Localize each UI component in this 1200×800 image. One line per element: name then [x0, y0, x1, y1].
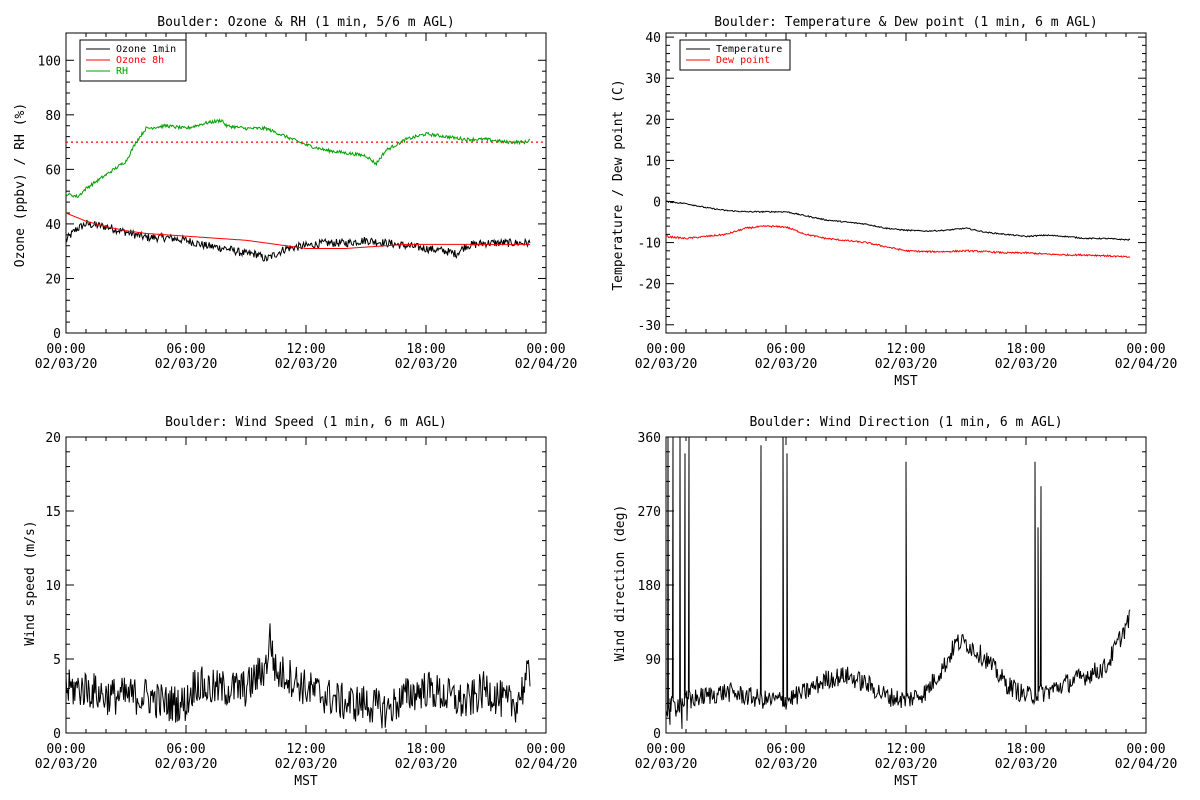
y-tick-label: 40: [645, 31, 661, 46]
legend-box: [679, 39, 791, 71]
series-line-data: [665, 436, 1131, 729]
x-tick-label-time: 06:00: [766, 742, 805, 757]
x-tick-label-date: 02/03/20: [635, 757, 698, 772]
x-tick-label-date: 02/03/20: [395, 757, 458, 772]
legend-entry: RH: [116, 66, 128, 77]
series-line-dew-point: [665, 224, 1131, 258]
x-tick-label-time: 00:00: [1126, 342, 1165, 357]
y-tick-label: 0: [653, 195, 661, 210]
x-tick-label-time: 00:00: [526, 342, 565, 357]
x-tick-label-date: 02/03/20: [755, 757, 818, 772]
x-tick-label-time: 00:00: [1126, 742, 1165, 757]
x-tick-label-date: 02/03/20: [275, 757, 338, 772]
chart-title: Boulder: Temperature & Dew point (1 min,…: [714, 15, 1098, 30]
x-axis-label: MST: [894, 774, 918, 789]
x-tick-label-time: 12:00: [886, 742, 925, 757]
y-tick-label: 15: [45, 505, 61, 520]
series-line-data: [65, 623, 531, 729]
series-line-temperature: [665, 200, 1131, 241]
y-tick-label: 180: [638, 579, 661, 594]
y-tick-label: 270: [638, 505, 661, 520]
y-tick-label: -10: [638, 237, 661, 252]
y-axis-label: Wind direction (deg): [613, 505, 628, 662]
y-tick-label: 40: [45, 218, 61, 233]
x-tick-label-time: 12:00: [286, 342, 325, 357]
y-tick-label: 60: [45, 163, 61, 178]
x-tick-label-time: 18:00: [406, 742, 445, 757]
x-tick-label-date: 02/03/20: [875, 757, 938, 772]
legend-entry: Ozone 8h: [116, 55, 164, 66]
x-tick-label-date: 02/04/20: [515, 757, 578, 772]
plot-area: 02040608010000:0002/03/2006:0002/03/2012…: [35, 32, 578, 372]
y-tick-label: 10: [45, 579, 61, 594]
series-line-rh: [65, 117, 531, 199]
x-tick-label-date: 02/03/20: [755, 357, 818, 372]
y-tick-label: 30: [645, 72, 661, 87]
y-tick-label: -30: [638, 319, 661, 334]
x-tick-label-time: 06:00: [166, 742, 205, 757]
x-axis-label: MST: [294, 774, 318, 789]
legend-entry: Dew point: [716, 55, 770, 66]
x-tick-label-date: 02/03/20: [395, 357, 458, 372]
y-tick-label: 80: [45, 109, 61, 124]
x-tick-label-date: 02/04/20: [1115, 757, 1178, 772]
x-tick-label-time: 00:00: [646, 342, 685, 357]
x-tick-label-time: 00:00: [46, 742, 85, 757]
x-tick-label-date: 02/03/20: [995, 357, 1058, 372]
chart-panel-wind-speed: Boulder: Wind Speed (1 min, 6 m AGL) Win…: [23, 415, 577, 789]
series-line-ozone-8h: [65, 212, 530, 249]
y-tick-label: 20: [45, 272, 61, 287]
x-tick-label-date: 02/03/20: [155, 757, 218, 772]
x-tick-label-date: 02/03/20: [35, 357, 98, 372]
x-tick-label-date: 02/03/20: [155, 357, 218, 372]
plot-area: -30-20-1001020304000:0002/03/2006:0002/0…: [635, 31, 1178, 372]
plot-area: 09018027036000:0002/03/2006:0002/03/2012…: [635, 431, 1178, 772]
x-tick-label-date: 02/03/20: [995, 757, 1058, 772]
x-tick-label-time: 06:00: [766, 342, 805, 357]
y-tick-label: 90: [645, 653, 661, 668]
series-line-ozone-1min: [65, 219, 531, 262]
legend-entry: Ozone 1min: [116, 44, 176, 55]
x-tick-label-time: 18:00: [406, 342, 445, 357]
chart-panel-temperature-dewpoint: Boulder: Temperature & Dew point (1 min,…: [611, 15, 1177, 389]
y-tick-label: 20: [645, 113, 661, 128]
x-tick-label-time: 18:00: [1006, 742, 1045, 757]
y-tick-label: 100: [38, 54, 61, 69]
y-tick-label: 10: [645, 154, 661, 169]
x-tick-label-time: 18:00: [1006, 342, 1045, 357]
y-tick-label: 5: [53, 653, 61, 668]
legend-entry: Temperature: [716, 44, 782, 55]
y-tick-label: 0: [653, 727, 661, 742]
chart-panel-ozone-rh: Boulder: Ozone & RH (1 min, 5/6 m AGL) O…: [13, 15, 577, 372]
x-tick-label-time: 00:00: [526, 742, 565, 757]
x-tick-label-time: 00:00: [46, 342, 85, 357]
y-tick-label: 20: [45, 431, 61, 446]
x-tick-label-date: 02/03/20: [35, 757, 98, 772]
y-axis-label: Ozone (ppbv) / RH (%): [13, 103, 28, 267]
x-tick-label-time: 00:00: [646, 742, 685, 757]
y-axis-label: Wind speed (m/s): [23, 520, 38, 645]
x-tick-label-date: 02/04/20: [515, 357, 578, 372]
plot-area: 0510152000:0002/03/2006:0002/03/2012:000…: [35, 431, 578, 772]
x-tick-label-date: 02/03/20: [275, 357, 338, 372]
x-tick-label-date: 02/03/20: [635, 357, 698, 372]
chart-title: Boulder: Ozone & RH (1 min, 5/6 m AGL): [157, 15, 454, 30]
x-axis-label: MST: [894, 374, 918, 389]
y-tick-label: 0: [53, 727, 61, 742]
chart-title: Boulder: Wind Direction (1 min, 6 m AGL): [749, 415, 1062, 430]
chart-title: Boulder: Wind Speed (1 min, 6 m AGL): [165, 415, 447, 430]
x-tick-label-time: 12:00: [286, 742, 325, 757]
y-tick-label: 0: [53, 327, 61, 342]
x-tick-label-time: 12:00: [886, 342, 925, 357]
x-tick-label-time: 06:00: [166, 342, 205, 357]
x-tick-label-date: 02/03/20: [875, 357, 938, 372]
x-tick-label-date: 02/04/20: [1115, 357, 1178, 372]
y-tick-label: -20: [638, 278, 661, 293]
y-tick-label: 360: [638, 431, 661, 446]
y-axis-label: Temperature / Dew point (C): [611, 79, 626, 290]
chart-panel-wind-direction: Boulder: Wind Direction (1 min, 6 m AGL)…: [613, 415, 1177, 789]
